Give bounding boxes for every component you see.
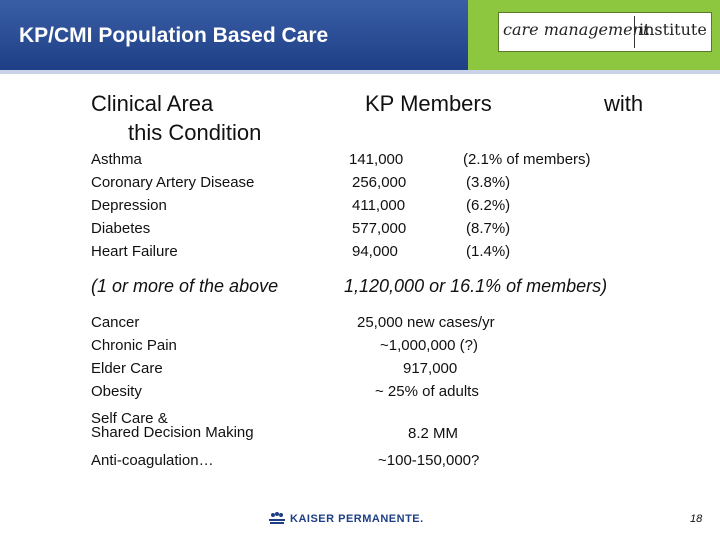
slide-title: KP/CMI Population Based Care [19,24,329,47]
condition-name: Diabetes [91,220,151,237]
area-name: Cancer [91,314,140,331]
condition-name: Depression [91,197,167,214]
area-value: 917,000 [403,360,458,377]
condition-pct: (8.7%) [466,220,511,237]
area-value: 25,000 new cases/yr [357,314,495,331]
cmi-logo-text-right: institute [639,20,707,39]
kaiser-logo: KAISER PERMANENTE. [268,512,424,526]
header-kp-members: KP Members [365,91,492,116]
cmi-logo: care management institute [468,0,720,70]
header-underline [0,70,720,74]
area-value: ~ 25% of adults [375,383,479,400]
anticoag-value: ~100-150,000? [378,452,480,469]
condition-pct: (2.1% of members) [463,151,591,168]
condition-members: 256,000 [352,174,407,191]
area-value: ~1,000,000 (?) [380,337,478,354]
condition-members: 577,000 [352,220,407,237]
self-care-value: 8.2 MM [408,425,459,442]
condition-name: Heart Failure [91,243,178,260]
summary-right: 1,120,000 or 16.1% of members) [344,276,608,296]
page-number: 18 [690,513,703,525]
area-name: Obesity [91,383,142,400]
cmi-logo-text-left: care management [503,20,650,39]
kaiser-logo-text: KAISER PERMANENTE. [290,513,424,525]
area-name: Chronic Pain [91,337,177,354]
cmi-logo-box: care management institute [498,12,712,52]
condition-pct: (1.4%) [466,243,511,260]
header-this-condition: this Condition [128,120,262,145]
header-clinical-area: Clinical Area [91,91,214,116]
self-care-line2: Shared Decision Making [91,424,254,441]
condition-pct: (6.2%) [466,197,511,214]
condition-name: Coronary Artery Disease [91,174,255,191]
area-name: Elder Care [91,360,163,377]
anticoag-name: Anti-coagulation… [91,452,214,469]
condition-members: 94,000 [352,243,398,260]
condition-members: 141,000 [349,151,404,168]
cmi-logo-divider [634,16,635,48]
kaiser-logo-icon [269,512,285,524]
summary-left: (1 or more of the above [91,276,279,296]
condition-name: Asthma [91,151,142,168]
header-with: with [604,91,644,116]
self-care-line1: Self Care & [91,410,168,427]
condition-pct: (3.8%) [466,174,511,191]
condition-members: 411,000 [352,197,406,214]
